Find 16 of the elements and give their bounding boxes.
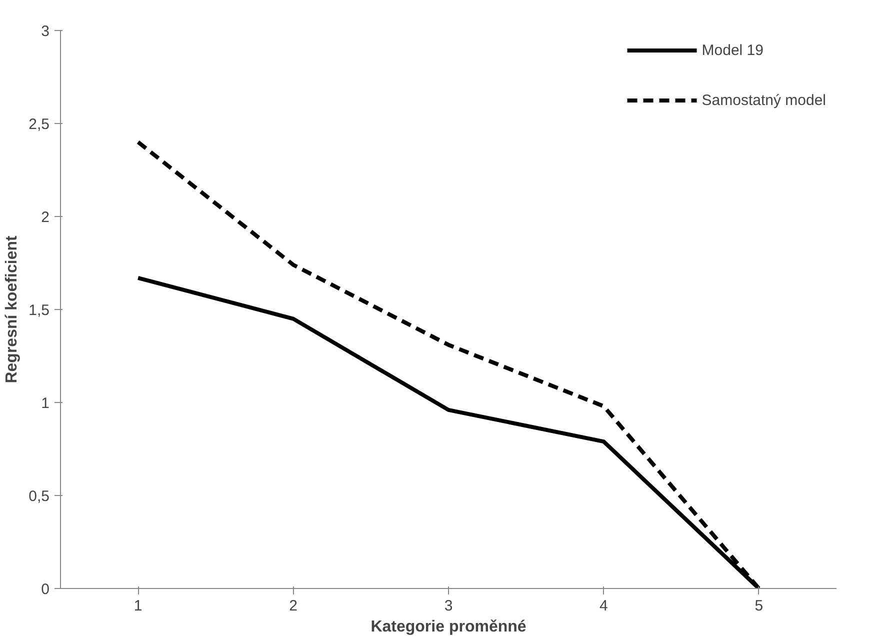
y-axis-title: Regresní koeficient	[4, 235, 21, 384]
y-tick-label: 2,5	[28, 116, 50, 133]
y-tick-label: 3	[41, 23, 50, 40]
legend-label: Samostatný model	[702, 92, 826, 108]
x-tick-label: 4	[600, 598, 608, 614]
x-tick-label: 1	[134, 598, 142, 614]
y-tick-label: 0,5	[28, 488, 50, 505]
legend-label: Model 19	[702, 42, 764, 58]
x-tick-label: 2	[289, 598, 298, 614]
x-tick-label: 3	[444, 598, 453, 614]
y-tick-label: 1	[41, 395, 50, 412]
y-tick-label: 1,5	[28, 302, 50, 319]
x-axis-title: Kategorie proměnné	[370, 618, 526, 636]
x-tick-label: 5	[754, 598, 764, 614]
y-tick-label: 2	[41, 209, 50, 226]
y-tick-label: 0	[41, 581, 50, 598]
